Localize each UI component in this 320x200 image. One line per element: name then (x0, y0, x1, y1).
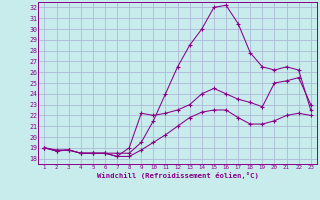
X-axis label: Windchill (Refroidissement éolien,°C): Windchill (Refroidissement éolien,°C) (97, 172, 259, 179)
